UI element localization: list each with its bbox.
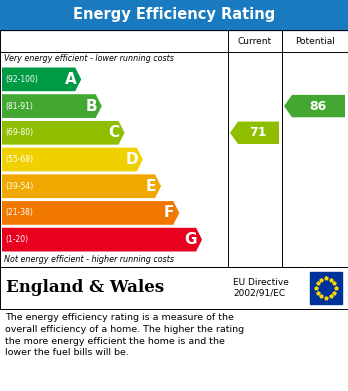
Text: (69-80): (69-80) [5,128,33,137]
Polygon shape [230,122,279,144]
Bar [0,267,348,309]
Polygon shape [2,121,125,145]
Text: Energy Efficiency Rating: Energy Efficiency Rating [73,7,275,23]
Text: E: E [146,179,156,194]
Text: D: D [125,152,138,167]
Polygon shape [284,95,345,117]
Text: A: A [64,72,76,87]
Polygon shape [2,201,179,225]
Text: (92-100): (92-100) [5,75,38,84]
Polygon shape [2,68,81,91]
Polygon shape [2,228,202,251]
Bar [0,309,348,391]
Text: England & Wales: England & Wales [6,280,164,296]
Text: G: G [184,232,197,247]
Text: 71: 71 [249,126,267,139]
Text: Not energy efficient - higher running costs: Not energy efficient - higher running co… [4,255,174,264]
Text: (55-68): (55-68) [5,155,33,164]
Text: (81-91): (81-91) [5,102,33,111]
Text: (39-54): (39-54) [5,182,33,191]
Text: EU Directive
2002/91/EC: EU Directive 2002/91/EC [233,278,289,298]
Bar [310,272,342,304]
Text: The energy efficiency rating is a measure of the
overall efficiency of a home. T: The energy efficiency rating is a measur… [5,313,244,357]
Bar [0,0,348,30]
Text: B: B [85,99,97,113]
Polygon shape [2,174,161,198]
Text: C: C [109,125,120,140]
Text: Very energy efficient - lower running costs: Very energy efficient - lower running co… [4,54,174,63]
Text: 86: 86 [309,100,327,113]
Bar [0,30,348,267]
Text: Potential: Potential [295,36,335,45]
Polygon shape [2,148,143,171]
Text: (21-38): (21-38) [5,208,33,217]
Text: Current: Current [238,36,272,45]
Text: (1-20): (1-20) [5,235,28,244]
Polygon shape [2,94,102,118]
Text: F: F [164,205,174,221]
